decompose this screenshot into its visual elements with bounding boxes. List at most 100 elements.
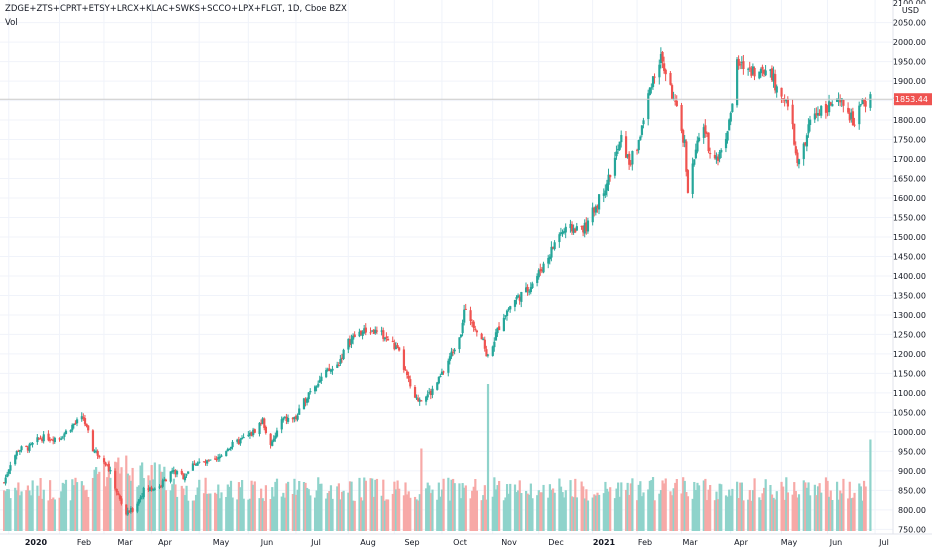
price-tick-label: 1650.00	[893, 175, 926, 184]
candle-body	[348, 339, 352, 346]
candle-body	[115, 488, 118, 493]
candle-body	[69, 430, 72, 432]
candle-body	[664, 69, 667, 75]
volume-bar	[196, 487, 199, 531]
volume-bar	[707, 489, 710, 531]
candle-body	[724, 138, 728, 149]
candle-body	[848, 112, 851, 121]
candle-body	[597, 194, 601, 210]
candle-body	[359, 330, 363, 335]
candle-body	[350, 338, 353, 344]
candle-body	[805, 135, 809, 147]
candle-body	[753, 67, 756, 77]
candle-body	[252, 429, 255, 436]
candle-body	[353, 334, 356, 338]
volume-bar	[318, 483, 321, 531]
candle-body	[109, 469, 112, 472]
legend-volume[interactable]: Vol	[5, 18, 18, 28]
volume-bar	[26, 485, 29, 531]
volume-bar	[561, 492, 564, 531]
price-tick-label: 1400.00	[893, 272, 926, 281]
candle-body	[475, 330, 479, 333]
legend-symbol[interactable]: ZDGE+ZTS+CPRT+ETSY+LRCX+KLAC+SWKS+SCCO+L…	[5, 4, 347, 14]
volume-bar	[275, 478, 279, 531]
candle-body	[728, 119, 731, 131]
price-axis[interactable]: 2100.002050.002000.001950.001900.001850.…	[892, 0, 932, 550]
candle-body	[258, 422, 261, 434]
candle-body	[209, 459, 212, 461]
volume-bar	[61, 482, 64, 531]
candle-body	[425, 396, 428, 402]
candle-body	[136, 503, 139, 512]
time-axis[interactable]: 2020 Feb Mar Apr May Jun Jul Aug Sep Oct Nov Dec 202…	[0, 533, 932, 550]
candle-body	[702, 127, 705, 138]
candle-body	[42, 434, 45, 442]
candle-body	[282, 418, 285, 421]
candle-body	[471, 322, 474, 324]
candle-body	[75, 419, 79, 424]
volume-bar	[839, 490, 842, 531]
volume-bar	[340, 491, 344, 531]
volume-bar	[605, 488, 609, 531]
price-tick-label: 1150.00	[893, 369, 926, 378]
candle-body	[280, 419, 283, 430]
candle-body	[386, 338, 390, 341]
volume-bar	[650, 480, 653, 531]
candle-body	[363, 328, 366, 334]
volume-bar	[326, 493, 329, 531]
volume-bar	[452, 478, 455, 531]
candle-body	[802, 143, 805, 160]
candle-body	[697, 137, 701, 142]
volume-bar	[375, 478, 379, 531]
volume-bar	[371, 478, 374, 531]
candle-body	[15, 451, 18, 456]
candle-body	[96, 450, 99, 456]
volume-bar	[531, 498, 534, 531]
candle-body	[364, 327, 367, 333]
candle-body	[759, 69, 763, 74]
price-tick-label: 950.00	[898, 447, 926, 456]
volume-bar	[586, 500, 590, 531]
candle-body	[413, 387, 417, 398]
price-tick-label: 1800.00	[893, 116, 926, 125]
volume-bar	[394, 489, 398, 531]
candle-body	[718, 151, 721, 159]
volume-bar	[293, 478, 296, 531]
candle-body	[691, 163, 694, 194]
candle-body	[169, 471, 172, 482]
candle-body	[340, 357, 344, 359]
volume-bar	[325, 498, 328, 531]
last-price-label: 1853.44	[895, 95, 928, 104]
volume-bar	[820, 492, 823, 531]
candle-body	[551, 247, 555, 249]
candle-body	[407, 375, 410, 379]
candle-body	[750, 68, 753, 76]
candle-body	[287, 417, 290, 422]
candle-body	[302, 398, 306, 410]
volume-bar	[52, 497, 55, 531]
candle-body	[559, 232, 563, 234]
volume-bar	[493, 477, 496, 531]
candle-body	[294, 416, 298, 419]
volume-bar	[640, 496, 644, 531]
volume-bar	[664, 478, 667, 531]
candle-body	[858, 105, 861, 125]
candle-body	[682, 130, 685, 143]
candle-body	[431, 388, 434, 395]
volume-bar	[680, 493, 683, 531]
candle-body	[225, 451, 228, 457]
candle-body	[204, 461, 207, 464]
volume-bar	[763, 487, 766, 531]
candle-body	[793, 123, 796, 145]
candle-body	[491, 346, 494, 356]
volume-bar	[609, 487, 612, 531]
volume-bar	[17, 482, 20, 531]
volume-bar	[847, 498, 850, 531]
candle-body	[372, 329, 375, 334]
candle-body	[202, 461, 206, 463]
price-tick-label: 900.00	[898, 467, 926, 476]
volume-bar	[191, 500, 195, 531]
candle-body	[139, 497, 142, 500]
